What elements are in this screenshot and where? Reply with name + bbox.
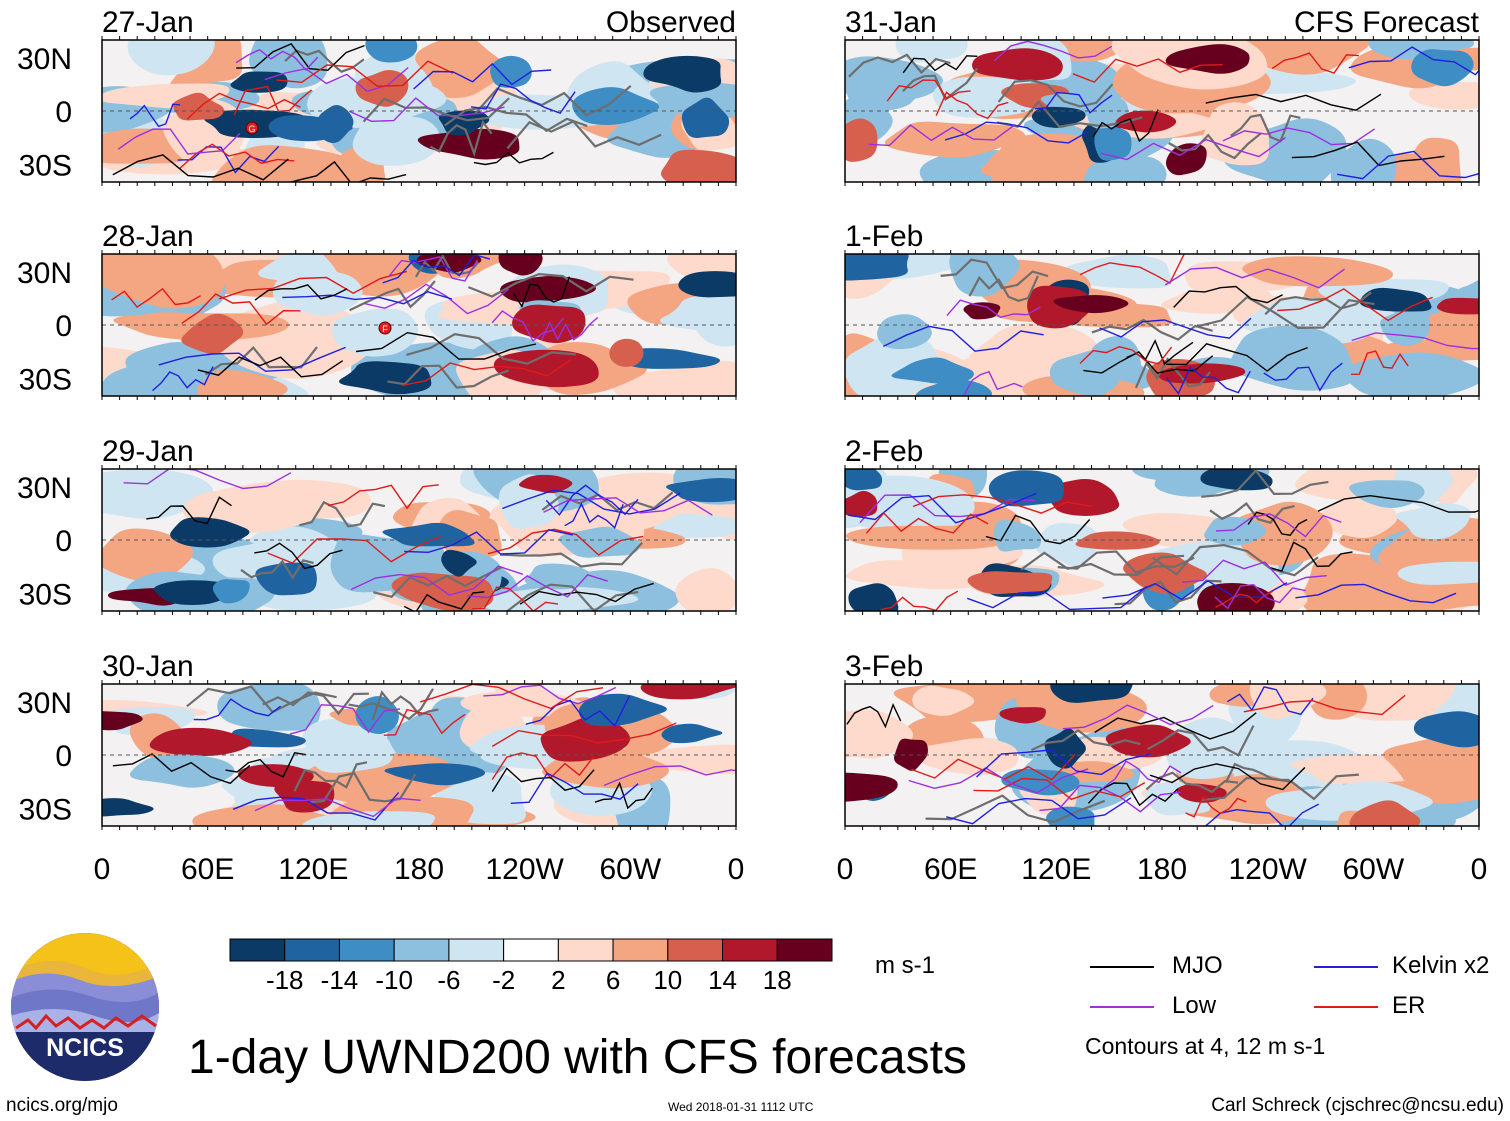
logo-text: NCICS <box>46 1034 124 1062</box>
colorbar-swatch <box>776 938 833 962</box>
colorbar-tick-label: 18 <box>763 965 792 995</box>
panel-date: 27-Jan <box>102 6 194 39</box>
y-tick-label: 30S <box>19 149 72 182</box>
legend-label-mjo: MJO <box>1172 952 1223 979</box>
y-tick-label: 0 <box>55 310 72 343</box>
panel-31-Jan: 31-Jan CFS Forecast <box>844 6 1480 186</box>
ncics-logo: NCICS <box>11 933 159 1081</box>
storm-label: G <box>248 124 255 134</box>
x-tick-label: 120E <box>1021 853 1091 886</box>
x-tick-label: 60E <box>924 853 977 886</box>
legend-label-low: Low <box>1172 992 1217 1019</box>
legend-swatch-mjo <box>1090 966 1154 968</box>
storm-marker <box>378 321 392 335</box>
colorbar-swatch <box>338 938 395 962</box>
anomaly-field <box>845 40 1479 182</box>
legend-label-kelvin: Kelvin x2 <box>1392 952 1490 979</box>
x-tick-label: 120W <box>485 853 564 886</box>
legend-swatch-kelvin <box>1314 966 1378 968</box>
legend-swatch-low <box>1090 1006 1154 1008</box>
panel-date: 2-Feb <box>845 435 923 468</box>
anomaly-field <box>845 469 1479 611</box>
anomaly-field <box>845 254 1479 396</box>
anomaly-field <box>102 469 736 611</box>
colorbar-swatch <box>448 938 505 962</box>
website-link[interactable]: ncics.org/mjo <box>6 1095 118 1116</box>
colorbar-swatch <box>284 938 340 962</box>
colorbar-tick-label: -18 <box>266 965 304 995</box>
x-tick-label: 180 <box>1137 853 1187 886</box>
x-tick-label: 60W <box>599 853 661 886</box>
y-tick-label: 30S <box>19 363 72 396</box>
y-tick-label: 30N <box>17 257 72 290</box>
y-tick-label: 30S <box>19 793 72 826</box>
anomaly-field <box>102 254 736 396</box>
timestamp: Wed 2018-01-31 1112 UTC <box>668 1100 814 1114</box>
colorbar: -18 -14 -10 -6 -2 2 6 10 14 18 <box>229 938 833 995</box>
panel-29-Jan: 29-Jan 30N 0 30S <box>17 435 737 615</box>
colorbar-tick-label: -10 <box>375 965 413 995</box>
x-tick-label: 0 <box>728 853 745 886</box>
colorbar-tick-label: -14 <box>321 965 359 995</box>
colorbar-swatch <box>557 938 614 962</box>
x-tick-label: 0 <box>1471 853 1488 886</box>
column-header: CFS Forecast <box>1294 6 1480 39</box>
panel-3-Feb: 3-Feb <box>844 650 1480 830</box>
legend-swatch-er <box>1314 1006 1378 1008</box>
storm-marker <box>245 121 259 135</box>
colorbar-tick-label: 2 <box>551 965 565 995</box>
x-tick-label: 0 <box>94 853 111 886</box>
x-tick-label: 60W <box>1342 853 1404 886</box>
panel-27-Jan: G 27-Jan Observed 30N 0 30S <box>17 6 737 186</box>
anomaly-field <box>845 684 1479 826</box>
colorbar-tick-label: -2 <box>492 965 515 995</box>
anomaly-field <box>102 684 736 826</box>
storm-label: F <box>382 324 388 334</box>
panel-1-Feb: 1-Feb <box>844 220 1480 400</box>
contour-note: Contours at 4, 12 m s-1 <box>1085 1033 1326 1059</box>
y-tick-label: 0 <box>55 96 72 129</box>
x-tick-label: 120E <box>278 853 348 886</box>
colorbar-tick-label: 14 <box>708 965 737 995</box>
x-tick-label: 120W <box>1228 853 1307 886</box>
colorbar-tick-label: 6 <box>606 965 620 995</box>
panel-date: 1-Feb <box>845 220 923 253</box>
x-tick-label: 180 <box>394 853 444 886</box>
colorbar-swatch <box>667 938 724 962</box>
y-tick-label: 0 <box>55 740 72 773</box>
colorbar-tick-label: -6 <box>437 965 460 995</box>
x-tick-label: 0 <box>837 853 854 886</box>
colorbar-swatch <box>229 938 286 962</box>
y-tick-label: 30N <box>17 687 72 720</box>
panel-date: 31-Jan <box>845 6 937 39</box>
column-header: Observed <box>606 6 736 39</box>
y-tick-label: 30S <box>19 578 72 611</box>
y-tick-label: 30N <box>17 43 72 76</box>
colorbar-swatch <box>722 938 778 962</box>
legend-label-er: ER <box>1392 992 1426 1019</box>
panel-28-Jan: F 28-Jan 30N 0 30S <box>17 220 737 400</box>
colorbar-swatch <box>612 938 669 962</box>
panel-date: 3-Feb <box>845 650 923 683</box>
panel-30-Jan: 30-Jan 30N 0 30S <box>17 650 737 830</box>
y-tick-label: 0 <box>55 525 72 558</box>
figure-title: 1-day UWND200 with CFS forecasts <box>188 1031 967 1084</box>
colorbar-unit: m s-1 <box>875 952 935 979</box>
colorbar-swatch <box>393 938 450 962</box>
author-credit: Carl Schreck (cjschrec@ncsu.edu) <box>1211 1095 1504 1116</box>
panel-2-Feb: 2-Feb <box>844 435 1480 615</box>
colorbar-tick-label: 10 <box>653 965 682 995</box>
panel-date: 30-Jan <box>102 650 194 683</box>
colorbar-swatch <box>503 938 559 962</box>
x-tick-label: 60E <box>181 853 234 886</box>
panel-date: 28-Jan <box>102 220 194 253</box>
y-tick-label: 30N <box>17 472 72 505</box>
anomaly-field <box>102 40 736 182</box>
panel-date: 29-Jan <box>102 435 194 468</box>
